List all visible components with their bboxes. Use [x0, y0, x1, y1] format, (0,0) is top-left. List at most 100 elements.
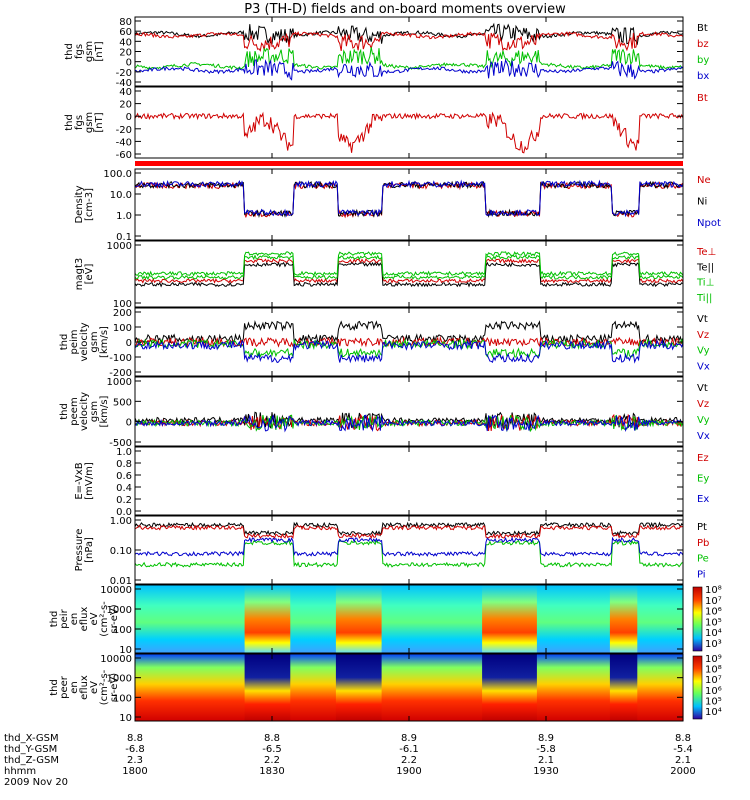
- panel-6: 200 100 0 -100 -200 thd peim velocity gsm [km/s] V…: [59, 307, 710, 379]
- y-axis-label: thd peim velocity gsm [km/s]: [59, 322, 110, 361]
- spectrogram-column: [482, 654, 492, 721]
- y-axis-label-line: [cm-3]: [84, 188, 95, 221]
- footer-row-label: thd_Y-GSM: [4, 744, 57, 755]
- spectrogram-column: [418, 654, 428, 721]
- panel-9: 1.00 0.10 0.01 Pressure [nPa] Pt Pb Pe Pi: [74, 515, 709, 587]
- spectrogram-column: [445, 654, 456, 721]
- spectrogram-column: [171, 654, 182, 721]
- spectrogram-column: [272, 654, 282, 721]
- series-pt-line: [134, 521, 684, 537]
- y-axis-label-line: gsm: [84, 112, 95, 133]
- spectrogram-column: [308, 585, 319, 653]
- footer-x-gsm-value: 8.8: [127, 733, 143, 744]
- spectrogram-column: [208, 654, 218, 721]
- legend-bx: bx: [697, 71, 709, 82]
- legend-ni: Ni: [697, 197, 707, 208]
- y-tick-label: 40: [119, 87, 132, 98]
- series-bx-line: [134, 58, 684, 81]
- panel-frame: [134, 86, 684, 159]
- spectrogram-column: [317, 585, 328, 653]
- y-tick-label: -20: [116, 125, 132, 136]
- spectrogram-column: [345, 585, 355, 653]
- y-tick-label: 20: [119, 48, 132, 59]
- legend-vt: Vt: [697, 314, 708, 325]
- y-tick-label: 0.0: [116, 507, 132, 518]
- y-axis-label-line: gsm: [89, 331, 100, 352]
- spectrogram-column: [609, 654, 620, 721]
- y-tick-label: 0: [126, 338, 132, 349]
- panel-frame: [134, 376, 684, 447]
- y-axis-label: thd peer en eflux eV (cm²-s-sr-eV): [49, 669, 120, 705]
- spectrogram-column: [272, 585, 282, 653]
- legend-vx: Vx: [697, 361, 710, 372]
- spectrogram-column: [491, 585, 501, 653]
- legend-bz: bz: [697, 39, 709, 50]
- legend-bt: Bt: [697, 93, 708, 104]
- spectrogram-column: [162, 654, 173, 721]
- y-axis-label-line: peer: [59, 675, 70, 699]
- spectrogram-column: [363, 585, 373, 653]
- footer-z-gsm-value: 2.1: [538, 755, 554, 766]
- legend-ex: Ex: [697, 494, 709, 505]
- colorbar-label: 10⁶: [705, 686, 722, 697]
- spectrogram-column: [436, 654, 447, 721]
- spectrogram-column: [290, 585, 300, 653]
- panel-2: 40 200 -20-40 -60 thd fgs gsm [nT] Bt: [64, 86, 708, 161]
- legend-ey: Ey: [697, 474, 709, 485]
- spectrogram-column: [189, 654, 200, 721]
- y-axis-label-line: velocity: [79, 322, 90, 361]
- spectrogram-column: [345, 654, 355, 721]
- colorbar-label: 10⁸: [705, 665, 722, 676]
- spectrogram-column: [262, 585, 273, 653]
- spectrogram-column: [144, 654, 154, 721]
- spectrogram-column: [335, 654, 346, 721]
- y-axis-label: Density [cm-3]: [74, 185, 95, 223]
- spectrogram-column: [390, 654, 401, 721]
- spectrogram-column: [281, 654, 291, 721]
- y-tick-label: 1000: [107, 605, 132, 616]
- legend-pt: Pt: [697, 522, 707, 533]
- footer-hhmm-value: 1830: [259, 766, 284, 777]
- y-axis-label-line: fgs: [74, 44, 85, 59]
- y-tick-label: 0.8: [116, 459, 132, 470]
- spectrogram-column: [564, 585, 574, 653]
- spectrogram-column: [582, 585, 593, 653]
- panel-frame: [134, 16, 684, 87]
- y-axis-label-line: [km/s]: [99, 326, 110, 358]
- y-axis-label: thd fgs gsm [nT]: [64, 41, 105, 62]
- spectrogram-column: [591, 585, 602, 653]
- y-axis-label: E=-VxB [mV/m]: [74, 462, 95, 500]
- colorbar: [692, 586, 703, 652]
- panel-frame: [134, 446, 684, 516]
- spectrogram-column: [555, 585, 565, 653]
- figure-title: P3 (TH-D) fields and on-board moments ov…: [244, 2, 566, 17]
- spectrogram-column: [609, 585, 620, 653]
- spectrogram-column: [655, 654, 666, 721]
- spectrogram-column: [381, 654, 392, 721]
- y-tick-label: -100: [109, 353, 132, 364]
- spectrogram-column: [546, 585, 556, 653]
- y-axis-label-line: thd: [59, 403, 70, 420]
- legend-npot: Npot: [697, 218, 721, 229]
- spectrogram-column: [226, 585, 236, 653]
- legend-vt: Vt: [697, 383, 708, 394]
- y-tick-label: 500: [113, 397, 132, 408]
- y-tick-label: 1.0: [116, 211, 132, 222]
- y-axis-label-line: thd: [59, 334, 70, 351]
- spectrogram-column: [189, 585, 200, 653]
- spectrogram-column: [226, 654, 236, 721]
- colorbar-label: 10⁶: [705, 607, 722, 618]
- spectrogram-column: [673, 585, 684, 653]
- y-axis-label-line: gsm: [84, 41, 95, 62]
- spectrogram-column: [472, 654, 483, 721]
- y-tick-label: 0: [126, 112, 132, 123]
- footer-y-gsm-value: -6.1: [399, 744, 419, 755]
- spectrogram-column: [409, 654, 419, 721]
- y-axis-label-line: [km/s]: [99, 395, 110, 427]
- spectrogram-column: [600, 585, 611, 653]
- legend-pb: Pb: [697, 538, 709, 549]
- spectrogram-column: [591, 654, 602, 721]
- y-axis-label: Pressure [nPa]: [74, 529, 95, 572]
